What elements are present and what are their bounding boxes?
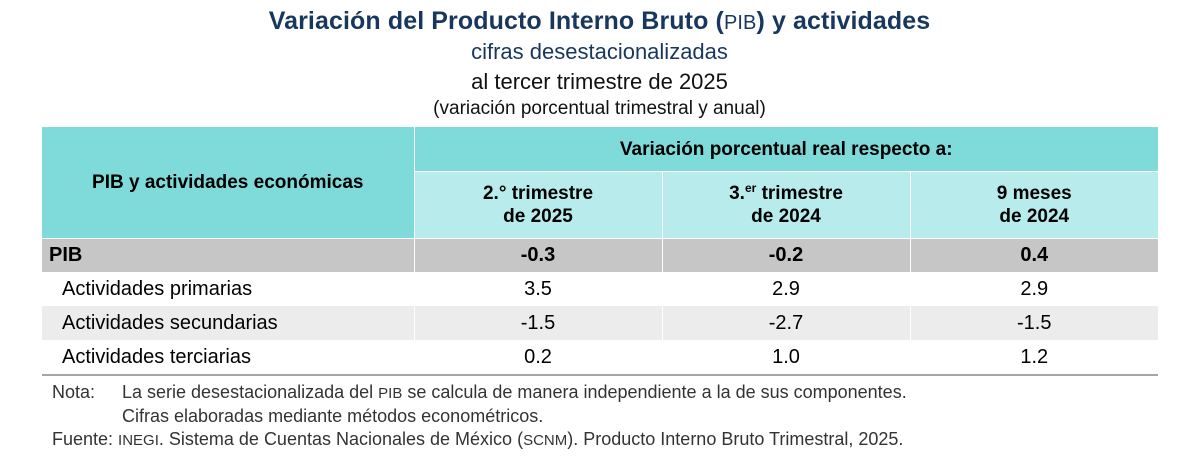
subtitle-seasonal: cifras desestacionalizadas <box>471 39 728 64</box>
row-header: PIB y actividades económicas <box>42 127 415 239</box>
cell-value: 1.2 <box>909 340 1158 376</box>
gdp-table: PIB y actividades económicas Variación p… <box>42 127 1158 376</box>
row-label: Actividades secundarias <box>42 306 414 340</box>
row-label: PIB <box>42 238 414 272</box>
table-notes: Nota: La serie desestacionalizada del PIB… <box>52 381 907 428</box>
table-row-secundarias: Actividades secundarias -1.5 -2.7 -1.5 <box>42 306 1158 340</box>
table-row-terciarias: Actividades terciarias 0.2 1.0 1.2 <box>42 340 1158 376</box>
page-title: Variación del Producto Interno Bruto (PI… <box>268 7 931 35</box>
cell-value: -0.3 <box>413 238 662 272</box>
table-row-pib: PIB -0.3 -0.2 0.4 <box>42 238 1158 272</box>
cell-value: -2.7 <box>661 306 910 340</box>
cell-value: -0.2 <box>661 238 910 272</box>
column-header-9-months-2024: 9 meses de 2024 <box>909 171 1158 239</box>
row-label: Actividades terciarias <box>42 340 414 376</box>
cell-value: -1.5 <box>413 306 662 340</box>
group-header: Variación porcentual real respecto a: <box>414 127 1158 172</box>
cell-value: 0.4 <box>909 238 1158 272</box>
cell-value: 2.9 <box>661 272 910 306</box>
cell-value: 1.0 <box>661 340 910 376</box>
column-header-2q-2025: 2.° trimestre de 2025 <box>413 171 662 239</box>
cropped-heading-fragment <box>0 0 1199 5</box>
cell-value: 0.2 <box>413 340 662 376</box>
subtitle-period: al tercer trimestre de 2025 <box>471 69 728 94</box>
row-label: Actividades primarias <box>62 277 253 300</box>
note-line-2: Cifras elaboradas mediante métodos econo… <box>122 406 544 426</box>
column-header-3q-2024: 3.er trimestre de 2024 <box>661 171 910 239</box>
cell-value: -1.5 <box>909 306 1158 340</box>
note-label: Nota: <box>52 382 96 402</box>
note-line-1: La serie desestacionalizada del PIB se c… <box>122 382 907 402</box>
table-row-primarias: Actividades primarias 3.5 2.9 2.9 <box>42 272 1158 306</box>
cell-value: 2.9 <box>909 272 1158 306</box>
subtitle-units: (variación porcentual trimestral y anual… <box>433 98 766 119</box>
table-source: Fuente: INEGI. Sistema de Cuentas Nacion… <box>52 429 904 449</box>
cell-value: 3.5 <box>413 272 662 306</box>
